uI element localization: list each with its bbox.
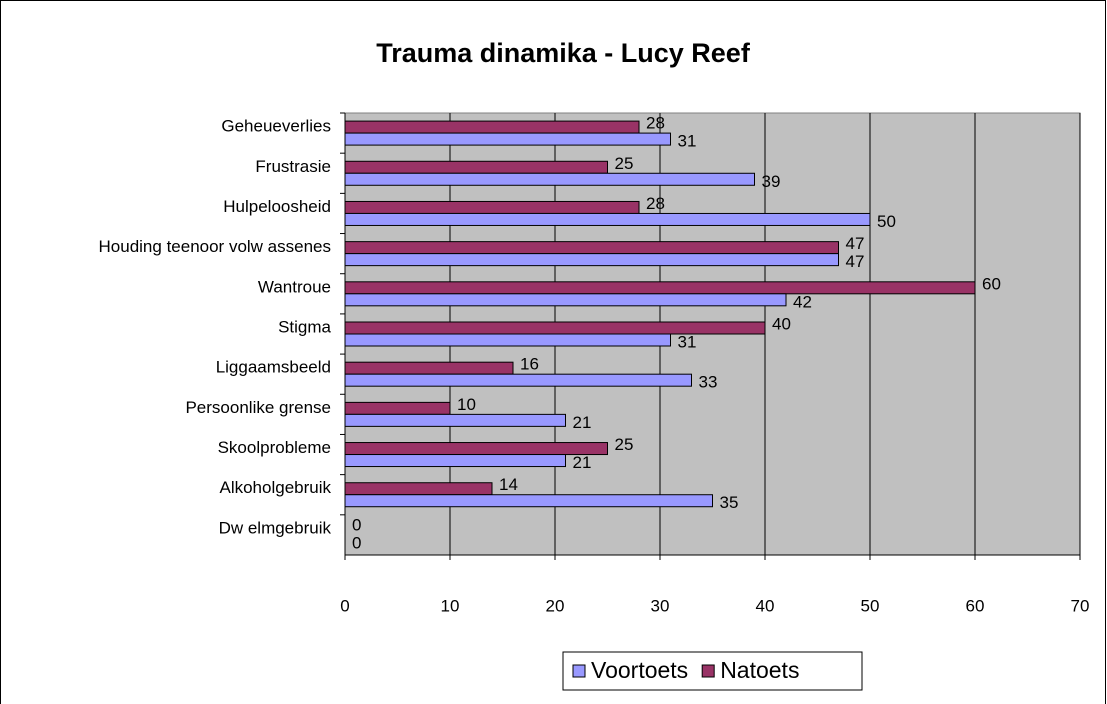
x-tick-label: 30 <box>651 596 670 615</box>
bar <box>344 160 608 174</box>
value-label: 40 <box>772 314 791 333</box>
value-label: 33 <box>699 373 718 392</box>
y-tick-label: Stigma <box>278 317 331 336</box>
value-label: 25 <box>615 154 634 173</box>
bar <box>344 413 566 427</box>
y-tick-label: Houding teenoor volw assenes <box>99 237 331 256</box>
bar <box>344 361 514 375</box>
y-tick-label: Hulpeloosheid <box>223 197 331 216</box>
bar <box>344 132 671 146</box>
bar <box>344 401 451 415</box>
value-label: 0 <box>352 515 361 534</box>
bar <box>344 241 839 255</box>
bar <box>344 172 755 186</box>
value-label: 35 <box>720 493 739 512</box>
value-label: 0 <box>352 533 361 552</box>
value-label: 16 <box>520 355 539 374</box>
x-tick-label: 10 <box>441 596 460 615</box>
y-tick-label: Dw elmgebruik <box>219 518 332 537</box>
legend-swatch <box>572 664 586 678</box>
value-label: 47 <box>846 252 865 271</box>
bar <box>344 442 608 456</box>
y-tick-label: Liggaamsbeeld <box>216 358 331 377</box>
value-label: 21 <box>573 453 592 472</box>
bar <box>344 253 839 267</box>
y-tick-label: Geheueverlies <box>221 117 331 136</box>
bar <box>344 373 692 387</box>
bar <box>344 321 766 335</box>
value-label: 14 <box>499 475 518 494</box>
y-tick-label: Alkoholgebruik <box>219 478 331 497</box>
bar <box>344 120 640 134</box>
value-label: 21 <box>573 413 592 432</box>
y-tick-label: Wantroue <box>258 277 331 296</box>
bar <box>344 200 640 214</box>
x-tick-label: 70 <box>1071 596 1090 615</box>
value-label: 39 <box>762 172 781 191</box>
value-label: 28 <box>646 194 665 213</box>
value-label: 31 <box>678 132 697 151</box>
y-tick-label: Persoonlike grense <box>185 398 331 417</box>
value-label: 42 <box>793 292 812 311</box>
bar <box>344 494 713 508</box>
legend-swatch <box>701 664 715 678</box>
value-label: 60 <box>982 274 1001 293</box>
x-tick-label: 20 <box>546 596 565 615</box>
chart-title: Trauma dinamika - Lucy Reef <box>376 38 751 68</box>
bar <box>344 333 671 347</box>
x-tick-label: 60 <box>966 596 985 615</box>
bar <box>344 212 871 226</box>
legend-label: Voortoets <box>591 657 688 683</box>
y-tick-label: Skoolprobleme <box>218 438 331 457</box>
x-tick-label: 0 <box>340 596 349 615</box>
value-label: 47 <box>846 234 865 253</box>
value-label: 28 <box>646 114 665 133</box>
x-tick-label: 40 <box>756 596 775 615</box>
bar <box>344 482 493 496</box>
value-label: 31 <box>678 332 697 351</box>
value-label: 50 <box>877 212 896 231</box>
y-tick-label: Frustrasie <box>255 157 331 176</box>
x-tick-label: 50 <box>861 596 880 615</box>
value-label: 25 <box>615 435 634 454</box>
bar <box>344 293 787 307</box>
bar <box>344 454 566 468</box>
legend-label: Natoets <box>720 657 799 683</box>
bar <box>344 281 976 295</box>
value-label: 10 <box>457 395 476 414</box>
